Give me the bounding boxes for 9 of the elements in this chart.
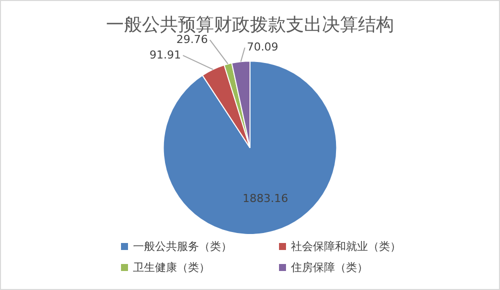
legend-label: 住房保障（类） <box>291 260 368 275</box>
data-label: 1883.16 <box>242 192 288 206</box>
legend-label: 卫生健康（类） <box>133 260 210 275</box>
data-label: 29.76 <box>176 32 208 46</box>
data-label: 91.91 <box>149 48 181 62</box>
chart-title: 一般公共预算财政拨款支出决算结构 <box>106 14 394 36</box>
data-label: 70.09 <box>246 40 278 54</box>
legend-label: 社会保障和就业（类） <box>291 239 401 254</box>
legend-label: 一般公共服务（类） <box>133 239 232 254</box>
